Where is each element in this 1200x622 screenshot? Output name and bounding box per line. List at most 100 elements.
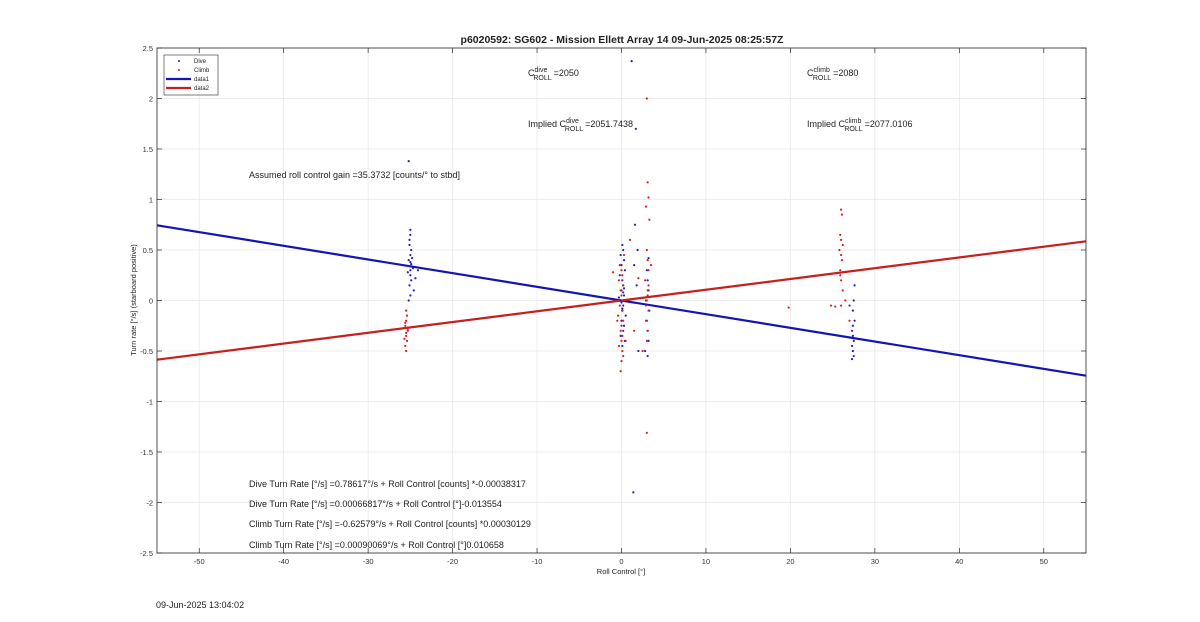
data-point-climb (621, 334, 624, 337)
data-point-dive (410, 263, 413, 266)
x-tick-label: -30 (363, 557, 374, 566)
data-point-climb (844, 299, 847, 302)
data-point-climb (620, 294, 623, 297)
y-tick-label: 2 (149, 95, 153, 104)
data-point-dive (406, 271, 409, 274)
data-point-climb (645, 431, 648, 434)
data-point-dive (622, 329, 625, 332)
data-point-dive (853, 319, 856, 322)
legend-label-data2: data2 (194, 86, 210, 92)
data-point-dive (408, 243, 411, 247)
data-point-climb (403, 337, 406, 340)
data-point-climb (404, 344, 407, 348)
y-tick-label: 1 (149, 196, 153, 205)
data-point-dive (409, 233, 412, 236)
data-point-dive (622, 291, 625, 294)
data-point-dive (621, 307, 624, 310)
data-point-climb (617, 314, 620, 317)
data-point-climb (839, 269, 842, 272)
y-tick-label: -0.5 (140, 347, 153, 356)
data-point-dive (852, 339, 855, 342)
data-point-climb (405, 331, 408, 334)
y-tick-label: -1 (146, 398, 153, 407)
x-tick-label: 0 (619, 557, 623, 566)
data-point-dive (619, 253, 622, 257)
data-point-dive (619, 334, 622, 337)
data-point-dive (620, 264, 623, 267)
data-point-dive (848, 304, 851, 307)
data-point-climb (840, 259, 844, 262)
data-point-climb (841, 243, 844, 247)
data-point-dive (621, 243, 624, 247)
data-point-dive (407, 259, 410, 262)
data-point-climb (618, 304, 621, 307)
data-point-dive (624, 314, 627, 317)
data-point-climb (646, 294, 649, 297)
data-point-climb (405, 349, 408, 353)
data-point-dive (414, 277, 417, 280)
data-point-climb (646, 289, 649, 292)
data-point-dive (409, 274, 412, 277)
dive-fit-equation-degrees: Dive Turn Rate [°/s] =0.00066817°/s + Ro… (249, 499, 502, 509)
data-point-climb (406, 329, 409, 332)
data-point-dive (852, 354, 855, 358)
data-point-climb (839, 233, 842, 236)
y-tick-label: 0 (149, 297, 153, 306)
data-point-dive (632, 491, 635, 494)
data-point-dive (620, 301, 623, 304)
y-tick-label: 1.5 (143, 145, 153, 154)
data-point-climb (645, 248, 648, 252)
data-point-climb (616, 319, 619, 322)
roll-control-gain-note: Assumed roll control gain =35.3732 [coun… (249, 170, 460, 180)
data-point-dive (852, 299, 855, 302)
data-point-dive (851, 324, 855, 327)
data-point-dive (410, 256, 414, 260)
y-tick-label: 2.5 (143, 44, 153, 53)
data-point-climb (641, 349, 644, 353)
x-tick-label: -10 (532, 557, 543, 566)
data-point-climb (618, 264, 621, 267)
data-point-dive (622, 324, 626, 327)
c-roll-dive-label: Cdive ROLL=2050 (528, 67, 579, 82)
data-point-climb (646, 259, 649, 262)
data-point-dive (646, 354, 649, 358)
data-point-climb (617, 279, 621, 282)
data-point-climb (839, 238, 843, 241)
data-point-climb (841, 289, 844, 292)
x-tick-label: 10 (702, 557, 710, 566)
data-point-climb (840, 213, 844, 216)
implied-c-roll-climb-label: Implied Cclimb ROLL=2077.0106 (807, 118, 912, 133)
legend-label-climb: Climb (194, 68, 210, 74)
data-point-dive (407, 299, 410, 302)
data-point-climb (644, 319, 648, 322)
y-tick-label: 0.5 (143, 246, 153, 255)
data-point-dive (850, 344, 854, 348)
data-point-dive (647, 256, 650, 260)
data-point-dive (647, 339, 650, 342)
data-point-climb (645, 97, 648, 100)
data-point-climb (611, 271, 615, 274)
data-point-climb (787, 306, 790, 309)
data-point-climb (644, 279, 647, 282)
data-point-climb (646, 181, 649, 184)
data-point-dive (633, 223, 637, 226)
data-point-climb (637, 277, 640, 280)
data-point-climb (620, 324, 623, 327)
data-point-dive (622, 287, 626, 290)
data-point-climb (405, 334, 408, 337)
data-point-climb (621, 349, 624, 353)
data-point-dive (409, 294, 412, 297)
data-point-dive (409, 228, 412, 231)
data-point-climb (406, 327, 409, 330)
x-tick-label: 50 (1040, 557, 1048, 566)
data-points (403, 60, 856, 494)
legend-marker-dive (178, 60, 180, 62)
data-point-climb (633, 329, 636, 332)
data-point-climb (620, 269, 623, 272)
implied-c-roll-dive-label: Implied Cdive ROLL=2051.7438 (528, 118, 633, 133)
data-point-climb (405, 314, 409, 317)
x-tick-label: 40 (955, 557, 963, 566)
data-point-dive (409, 253, 412, 257)
data-point-climb (624, 339, 627, 342)
y-tick-label: -2.5 (140, 549, 153, 558)
